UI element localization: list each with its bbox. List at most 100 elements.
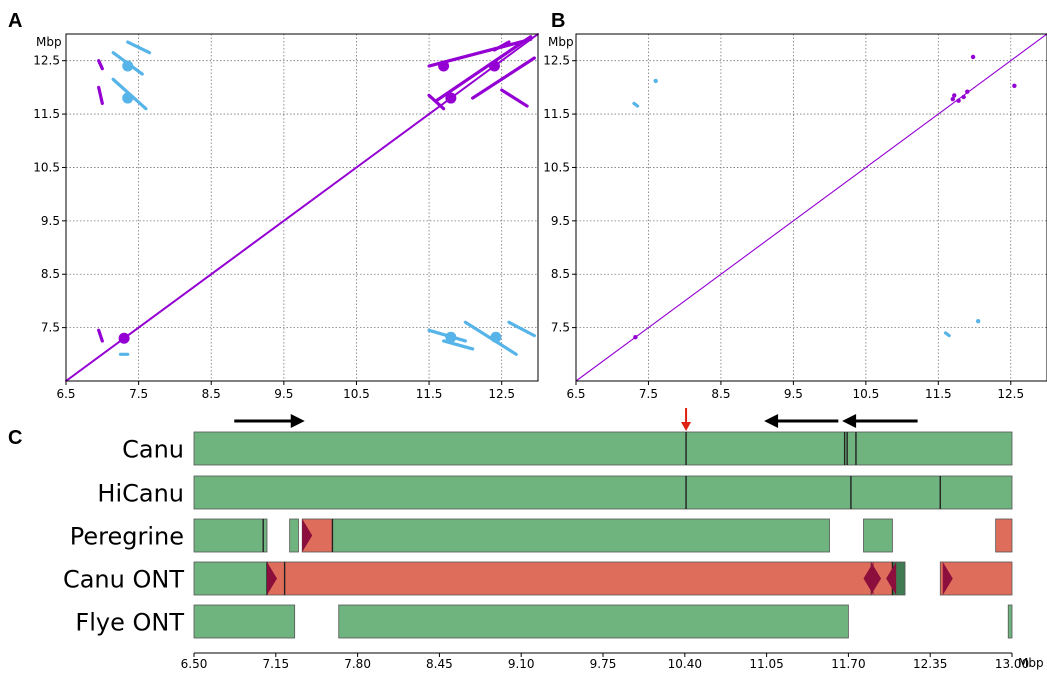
panel-b-x-tick-label: 6.5: [566, 387, 585, 401]
panel-b-alignment-segment: [943, 331, 951, 338]
panel-a-alignment-segment: [97, 328, 104, 343]
panel-c-x-tick-label: 8.45: [426, 657, 453, 671]
panel-b-alignment-blob: [975, 319, 981, 324]
track-label: Flye ONT: [75, 609, 184, 637]
track-block: [338, 604, 849, 639]
panel-a-alignment-segment: [442, 339, 475, 351]
panel-b-alignment-blob: [970, 54, 976, 60]
panel-a-y-tick-label: 9.5: [41, 214, 60, 228]
panel-a-dotplot: 6.5 7.5 8.5 9.5 10.5 11.5 12.5 7.5 8.5 9.5 10.5 11.…: [33, 33, 539, 401]
panel-a-alignment-blob: [445, 92, 457, 104]
panel-b-x-tick-label: 12.5: [997, 387, 1024, 401]
orientation-arrow-head: [290, 414, 305, 428]
panel-a-alignment-segment: [492, 40, 511, 52]
panel-b-y-tick-label: 10.5: [543, 160, 570, 174]
panel-b-y-tick-label: 12.5: [543, 54, 570, 68]
panel-a-alignment-blob: [488, 60, 500, 72]
panel-a-x-tick-label: 12.5: [488, 387, 515, 401]
panel-a-alignment-segment: [507, 320, 536, 338]
panel-b-alignment-blob: [653, 78, 658, 84]
panel-a-y-tick-label: 8.5: [41, 267, 60, 281]
panel-a-alignment-segment: [427, 93, 446, 111]
panel-c-x-tick-label: 12.35: [913, 657, 947, 671]
panel-a-axes-frame: [65, 33, 539, 382]
track-label: Canu ONT: [63, 566, 184, 594]
panel-a-alignment-segment: [97, 85, 104, 106]
panel-a-alignment-blob: [490, 331, 502, 343]
track-block: [995, 518, 1013, 553]
inversion-marker: [886, 562, 897, 595]
panel-b-alignment-blob: [633, 335, 638, 340]
panel-c-assembly-tracks: Canu HiCanu Peregrine Canu ONT Flye ONT 6.50 7…: [63, 408, 1029, 671]
panel-a-x-tick-label: 6.5: [56, 387, 75, 401]
inversion-marker: [942, 562, 953, 595]
panel-a-letter: A: [8, 10, 22, 32]
track-block: [193, 475, 1013, 510]
panel-b-alignment-blob: [956, 98, 961, 103]
panel-b-alignment-blob: [1012, 83, 1017, 88]
track-block: [289, 518, 299, 553]
panel-c-x-tick-label: 9.10: [508, 657, 535, 671]
panel-a-y-tick-label: 12.5: [33, 54, 60, 68]
track-label: HiCanu: [97, 480, 184, 508]
panel-a-alignment-blob: [122, 92, 134, 104]
track-block: [193, 561, 268, 596]
panel-a-x-tick-label: 8.5: [202, 387, 221, 401]
panel-b-x-tick-label: 10.5: [852, 387, 879, 401]
panel-b-x-tick-label: 9.5: [784, 387, 803, 401]
panel-b-alignment-blob: [952, 93, 957, 98]
panel-b-alignment-segment: [632, 101, 640, 108]
panel-a-alignment-segment: [434, 35, 533, 103]
panel-a-alignment-blob: [122, 60, 134, 72]
panel-a: A Mbp 6.5 7.5 8.5 9.5 10.5 11.5 12.5 7.5 8.5 9.5 1…: [8, 10, 539, 401]
panel-a-alignment-segment: [471, 56, 536, 100]
inversion-marker: [266, 562, 277, 595]
track-block: [332, 518, 830, 553]
track-block: [863, 518, 893, 553]
panel-c-x-tick-label: 11.05: [749, 657, 783, 671]
panel-c-x-tick-label: 7.80: [344, 657, 371, 671]
panel-a-alignment-segment: [65, 33, 539, 382]
track-block: [1007, 604, 1013, 639]
panel-a-y-tick-label: 7.5: [41, 321, 60, 335]
panel-b-alignment-blob: [965, 89, 970, 94]
panel-c-x-unit: Mbp: [1018, 656, 1044, 670]
panel-b-x-tick-label: 11.5: [925, 387, 952, 401]
panel-c: C Mbp Canu HiCanu Peregrine Canu ONT Flye ON…: [8, 408, 1044, 671]
panel-b-y-tick-label: 7.5: [551, 321, 570, 335]
panel-a-y-unit: Mbp: [36, 35, 62, 49]
panel-c-x-tick-label: 6.50: [181, 657, 208, 671]
panel-a-alignment-blob: [118, 332, 130, 344]
panel-a-x-tick-label: 9.5: [274, 387, 293, 401]
orientation-arrow-head: [842, 414, 857, 428]
panel-b-y-tick-label: 11.5: [543, 107, 570, 121]
panel-a-x-tick-label: 11.5: [416, 387, 443, 401]
panel-b-x-tick-label: 7.5: [639, 387, 658, 401]
panel-b-letter: B: [551, 10, 565, 32]
panel-c-x-tick-label: 11.70: [831, 657, 865, 671]
track-block: [193, 431, 1013, 466]
track-label: Canu: [122, 436, 184, 464]
panel-a-alignment-segment: [126, 40, 152, 55]
panel-a-alignment-segment: [500, 88, 529, 108]
panel-b-y-tick-label: 9.5: [551, 214, 570, 228]
panel-b: B Mbp 6.5 7.5 8.5 9.5 10.5 11.5 12.5 7.5 8.5 9.5 1…: [543, 10, 1047, 401]
panel-a-x-tick-label: 7.5: [129, 387, 148, 401]
panel-b-y-tick-label: 8.5: [551, 267, 570, 281]
panel-b-axes-frame: [575, 33, 1047, 382]
track-label: Peregrine: [70, 523, 184, 551]
panel-a-alignment-blob: [445, 331, 457, 343]
panel-b-x-tick-label: 8.5: [711, 387, 730, 401]
inversion-marker: [871, 562, 882, 595]
orientation-arrow-head: [764, 414, 779, 428]
track-block: [284, 561, 872, 596]
panel-b-alignment-blob: [961, 94, 966, 100]
panel-b-alignment-blob: [950, 96, 955, 102]
inversion-marker: [302, 519, 313, 552]
panel-c-letter: C: [8, 427, 22, 449]
panel-a-y-tick-label: 10.5: [33, 160, 60, 174]
panel-a-alignment-blob: [438, 60, 450, 72]
breakpoint-arrow-head: [681, 422, 692, 431]
panel-c-x-tick-label: 7.15: [262, 657, 289, 671]
